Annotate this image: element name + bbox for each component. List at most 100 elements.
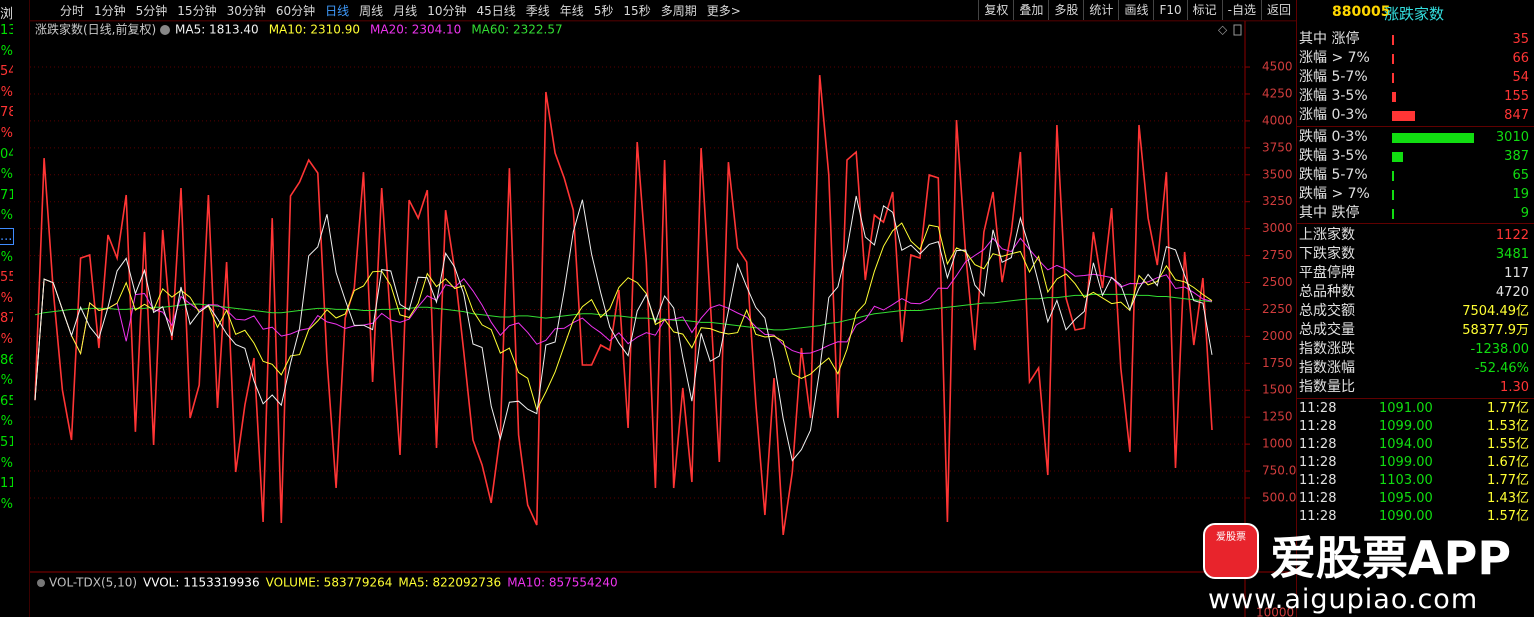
breadth-bar: [1392, 171, 1394, 181]
tool-button[interactable]: -自选: [1221, 0, 1261, 20]
tick-amount: 1.53亿: [1487, 419, 1529, 434]
period-tab[interactable]: 多周期: [660, 3, 697, 18]
icon: [160, 25, 170, 35]
breadth-row: 跌幅 > 7% 19: [1299, 185, 1529, 204]
breadth-label: 涨幅 > 7%: [1299, 50, 1370, 66]
y-tick-label: 4000: [1262, 113, 1293, 127]
period-tab[interactable]: 月线: [393, 3, 418, 18]
y-tick-label: 1000: [1262, 437, 1293, 451]
y-tick-label: 3750: [1262, 140, 1293, 154]
breadth-label: 跌幅 3-5%: [1299, 148, 1368, 164]
tool-button[interactable]: 标记: [1186, 0, 1222, 20]
tick-time: 11:28: [1299, 491, 1337, 506]
y-tick-label: 3500: [1262, 167, 1293, 181]
period-tab[interactable]: 15秒: [623, 3, 651, 18]
stat-label: 平盘停牌: [1299, 265, 1355, 281]
stat-row: 总成交量 58377.9万: [1299, 321, 1529, 340]
period-tab[interactable]: 10分钟: [427, 3, 467, 18]
breadth-label: 跌幅 0-3%: [1299, 129, 1368, 145]
stat-value: 3481: [1495, 247, 1529, 262]
tick-price: 1094.00: [1379, 437, 1433, 452]
period-tab[interactable]: 分时: [60, 3, 85, 18]
breadth-bar: [1392, 54, 1394, 64]
series-line: [34, 195, 1213, 462]
breadth-label: 跌幅 5-7%: [1299, 167, 1368, 183]
strip-title: 浏览: [0, 7, 13, 22]
tick-price: 1103.00: [1379, 473, 1433, 488]
strip-item: %: [0, 43, 13, 59]
legend-entry: MA5: 1813.40: [175, 23, 259, 37]
stat-label: 指数涨幅: [1299, 360, 1355, 376]
tool-button[interactable]: 叠加: [1013, 0, 1048, 20]
period-tab[interactable]: 更多>: [706, 3, 741, 18]
period-tab[interactable]: 5分钟: [135, 3, 168, 18]
icon[interactable]: [1233, 24, 1242, 36]
breadth-row: 涨幅 3-5% 155: [1299, 87, 1529, 106]
stat-value: 1122: [1495, 228, 1529, 243]
tick-row: 11:28 1099.00 1.53亿: [1299, 417, 1529, 436]
stat-row: 总品种数 4720: [1299, 283, 1529, 302]
strip-item: %: [0, 414, 13, 430]
strip-item: 11: [0, 476, 13, 492]
breadth-label: 涨幅 5-7%: [1299, 69, 1368, 85]
breadth-row: 涨幅 5-7% 54: [1299, 68, 1529, 87]
period-tab[interactable]: 30分钟: [226, 3, 266, 18]
strip-item: %: [0, 84, 13, 100]
period-tab[interactable]: 年线: [559, 3, 584, 18]
stat-label: 指数涨跌: [1299, 341, 1355, 357]
breadth-bar: [1392, 35, 1394, 45]
strip-item: 86: [0, 352, 13, 368]
period-tab[interactable]: 1分钟: [94, 3, 126, 18]
tool-button[interactable]: 统计: [1083, 0, 1118, 20]
breadth-value: 54: [1512, 70, 1529, 85]
breadth-value: 66: [1512, 51, 1529, 66]
breadth-label: 其中 涨停: [1299, 31, 1360, 47]
series-line: [34, 222, 1213, 412]
y-tick-label: 2000: [1262, 329, 1293, 343]
period-tab[interactable]: 60分钟: [275, 3, 316, 18]
period-tab[interactable]: 周线: [359, 3, 384, 18]
icon[interactable]: ◇: [1218, 23, 1228, 37]
tool-button[interactable]: 返回: [1260, 0, 1296, 20]
tick-row: 11:28 1103.00 1.77亿: [1299, 471, 1529, 490]
tick-price: 1090.00: [1379, 509, 1433, 524]
y-tick-label: 500.0: [1262, 490, 1296, 504]
breadth-bar: [1392, 152, 1403, 162]
y-tick-label: 1500: [1262, 383, 1293, 397]
tool-button[interactable]: 画线: [1118, 0, 1153, 20]
tick-row: 11:28 1091.00 1.77亿: [1299, 399, 1529, 418]
y-tick-label: 3000: [1262, 221, 1293, 235]
tick-row: 11:28 1095.00 1.43亿: [1299, 489, 1529, 508]
stat-label: 总成交量: [1299, 322, 1355, 338]
strip-item: %: [0, 167, 13, 183]
breadth-row: 跌幅 0-3% 3010: [1299, 128, 1529, 147]
icon: [37, 579, 45, 587]
period-tab[interactable]: 5秒: [593, 3, 614, 18]
stat-value: 7504.49亿: [1462, 304, 1529, 319]
tick-amount: 1.77亿: [1487, 401, 1529, 416]
y-tick-label: 3250: [1262, 194, 1293, 208]
tool-button[interactable]: 多股: [1048, 0, 1083, 20]
tool-button[interactable]: 复权: [978, 0, 1013, 20]
tick-amount: 1.57亿: [1487, 509, 1529, 524]
watermark-icon-text: 爱股票: [1216, 532, 1246, 543]
stat-label: 指数量比: [1299, 379, 1355, 395]
breadth-value: 19: [1512, 187, 1529, 202]
strip-item: 04: [0, 146, 13, 162]
period-tab[interactable]: 15分钟: [177, 3, 217, 18]
stat-value: -52.46%: [1474, 361, 1529, 376]
y-tick-label: 2750: [1262, 248, 1293, 262]
chart-title: 涨跌家数(日线,前复权): [35, 22, 156, 37]
period-tab[interactable]: 日线: [325, 3, 350, 18]
separator: [1297, 398, 1534, 399]
tool-button[interactable]: F10: [1153, 0, 1186, 20]
tick-price: 1091.00: [1379, 401, 1433, 416]
y-tick-label: 1750: [1262, 356, 1293, 370]
period-tab[interactable]: 45日线: [476, 3, 516, 18]
separator: [1297, 126, 1534, 127]
breadth-label: 涨幅 3-5%: [1299, 88, 1368, 104]
breadth-row: 涨幅 0-3% 847: [1299, 106, 1529, 125]
tick-time: 11:28: [1299, 419, 1337, 434]
strip-item: 65: [0, 393, 13, 409]
period-tab[interactable]: 季线: [525, 3, 550, 18]
